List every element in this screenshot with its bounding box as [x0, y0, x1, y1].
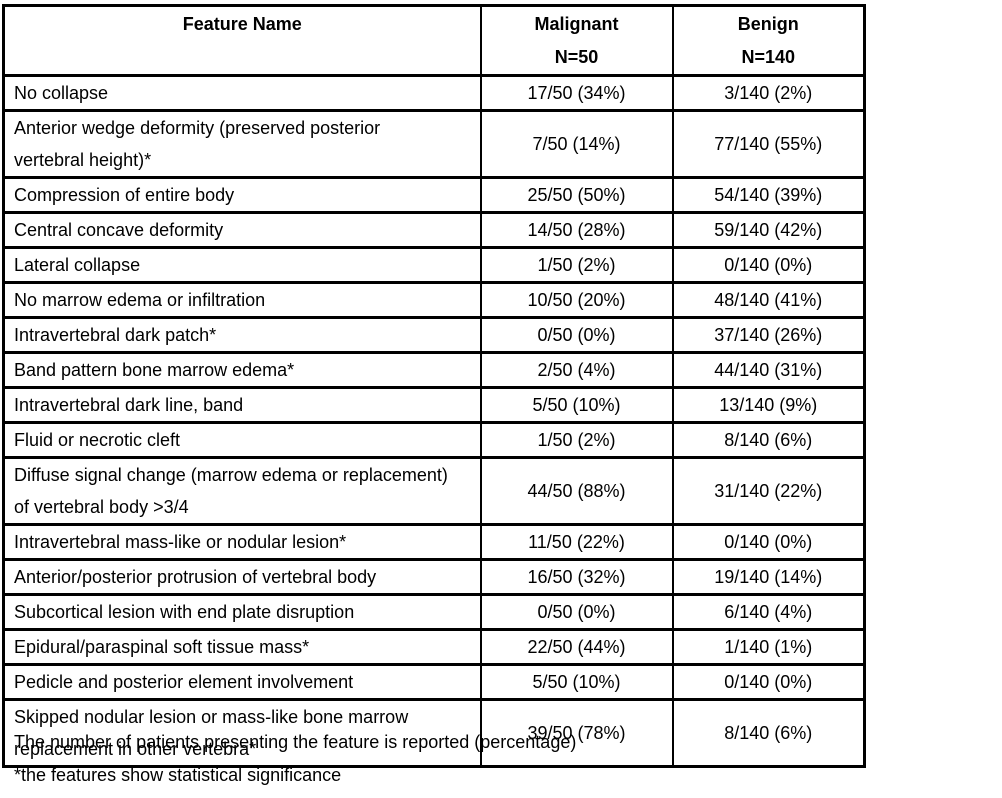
feature-cell: Central concave deformity: [2, 211, 482, 249]
feature-cell: Band pattern bone marrow edema*: [2, 351, 482, 389]
malignant-count-cell: 11/50 (22%): [479, 523, 674, 561]
benign-count-cell: 77/140 (55%): [671, 109, 866, 179]
feature-cell: No marrow edema or infiltration: [2, 281, 482, 319]
table-row: Intravertebral dark line, band 5/50 (10%)…: [2, 386, 866, 424]
benign-count-cell: 54/140 (39%): [671, 176, 866, 214]
table-row: Pedicle and posterior element involvemen…: [2, 663, 866, 701]
table-row: Anterior wedge deformity (preserved post…: [2, 109, 866, 179]
malignant-count-cell: 44/50 (88%): [479, 456, 674, 526]
column-header-feature-name: Feature Name: [2, 4, 482, 77]
table-footnotes: The number of patients presenting the fe…: [14, 726, 576, 792]
feature-cell: Anterior/posterior protrusion of vertebr…: [2, 558, 482, 596]
malignant-count-cell: 17/50 (34%): [479, 74, 674, 112]
malignant-count-cell: 16/50 (32%): [479, 558, 674, 596]
table-row: Intravertebral dark patch* 0/50 (0%) 37/14…: [2, 316, 866, 354]
table-body: No collapse 17/50 (34%) 3/140 (2%) Anterior…: [2, 74, 866, 768]
malignant-count-cell: 1/50 (2%): [479, 246, 674, 284]
feature-cell: Anterior wedge deformity (preserved post…: [2, 109, 482, 179]
benign-count-cell: 48/140 (41%): [671, 281, 866, 319]
header-row: Feature Name Malignant N=50 Benign N=140: [2, 4, 866, 77]
table-row: Fluid or necrotic cleft 1/50 (2%) 8/140 (6…: [2, 421, 866, 459]
benign-count-cell: 8/140 (6%): [671, 698, 866, 768]
feature-cell: Intravertebral mass-like or nodular lesi…: [2, 523, 482, 561]
malignant-count-cell: 0/50 (0%): [479, 316, 674, 354]
feature-cell: Pedicle and posterior element involvemen…: [2, 663, 482, 701]
benign-count-cell: 3/140 (2%): [671, 74, 866, 112]
table-row: No marrow edema or infiltration 10/50 (20…: [2, 281, 866, 319]
benign-count-cell: 0/140 (0%): [671, 246, 866, 284]
feature-cell: Subcortical lesion with end plate disrup…: [2, 593, 482, 631]
table-row: Diffuse signal change (marrow edema or r…: [2, 456, 866, 526]
malignant-count-cell: 5/50 (10%): [479, 386, 674, 424]
table-row: Epidural/paraspinal soft tissue mass* 22/…: [2, 628, 866, 666]
feature-cell: Intravertebral dark line, band: [2, 386, 482, 424]
malignant-count-cell: 10/50 (20%): [479, 281, 674, 319]
benign-count-cell: 44/140 (31%): [671, 351, 866, 389]
table-row: Band pattern bone marrow edema* 2/50 (4%)…: [2, 351, 866, 389]
benign-count-cell: 0/140 (0%): [671, 523, 866, 561]
benign-count-cell: 37/140 (26%): [671, 316, 866, 354]
malignant-count-cell: 25/50 (50%): [479, 176, 674, 214]
column-header-malignant: Malignant N=50: [479, 4, 674, 77]
benign-count-cell: 19/140 (14%): [671, 558, 866, 596]
table-row: Intravertebral mass-like or nodular lesi…: [2, 523, 866, 561]
table-row: Skipped nodular lesion or mass-like bone…: [2, 698, 866, 768]
malignant-count-cell: 2/50 (4%): [479, 351, 674, 389]
feature-cell: Epidural/paraspinal soft tissue mass*: [2, 628, 482, 666]
table-row: Subcortical lesion with end plate disrup…: [2, 593, 866, 631]
footnote-percentage-note: The number of patients presenting the fe…: [14, 732, 577, 752]
table-row: Compression of entire body 25/50 (50%) 54/…: [2, 176, 866, 214]
benign-count-cell: 31/140 (22%): [671, 456, 866, 526]
feature-cell: Compression of entire body: [2, 176, 482, 214]
malignant-count-cell: 0/50 (0%): [479, 593, 674, 631]
feature-cell: Skipped nodular lesion or mass-like bone…: [2, 698, 482, 768]
benign-count-cell: 8/140 (6%): [671, 421, 866, 459]
benign-count-cell: 1/140 (1%): [671, 628, 866, 666]
feature-cell: No collapse: [2, 74, 482, 112]
footnote-significance-note: *the features show statistical significa…: [14, 765, 342, 785]
benign-count-cell: 59/140 (42%): [671, 211, 866, 249]
table-row: No collapse 17/50 (34%) 3/140 (2%): [2, 74, 866, 112]
malignant-count-cell: 5/50 (10%): [479, 663, 674, 701]
column-header-benign: Benign N=140: [671, 4, 866, 77]
malignant-count-cell: 39/50 (78%): [479, 698, 674, 768]
malignant-count-cell: 7/50 (14%): [479, 109, 674, 179]
feature-cell: Intravertebral dark patch*: [2, 316, 482, 354]
feature-cell: Fluid or necrotic cleft: [2, 421, 482, 459]
table-row: Central concave deformity 14/50 (28%) 59/1…: [2, 211, 866, 249]
feature-comparison-table: Feature Name Malignant N=50 Benign N=140…: [2, 4, 866, 768]
malignant-count-cell: 1/50 (2%): [479, 421, 674, 459]
benign-count-cell: 0/140 (0%): [671, 663, 866, 701]
malignant-count-cell: 14/50 (28%): [479, 211, 674, 249]
table-row: Lateral collapse 1/50 (2%) 0/140 (0%): [2, 246, 866, 284]
table-row: Anterior/posterior protrusion of vertebr…: [2, 558, 866, 596]
feature-cell: Diffuse signal change (marrow edema or r…: [2, 456, 482, 526]
malignant-count-cell: 22/50 (44%): [479, 628, 674, 666]
benign-count-cell: 6/140 (4%): [671, 593, 866, 631]
benign-count-cell: 13/140 (9%): [671, 386, 866, 424]
feature-cell: Lateral collapse: [2, 246, 482, 284]
